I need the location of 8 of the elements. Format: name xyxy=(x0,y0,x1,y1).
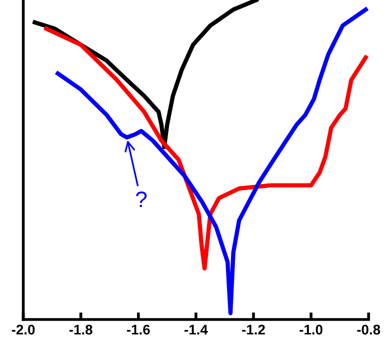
x-tick-label: -1.8 xyxy=(69,324,92,335)
x-tick-label: -1.2 xyxy=(242,324,265,334)
x-tick-label: -2.0 xyxy=(12,324,35,335)
x-tick-label: -1.0 xyxy=(300,324,322,335)
x-tick-label: -1.6 xyxy=(126,324,150,335)
x-tick-label: -0.8 xyxy=(357,324,380,335)
annotation: ? xyxy=(136,192,147,208)
x-tick-label: -1.4 xyxy=(184,324,208,334)
